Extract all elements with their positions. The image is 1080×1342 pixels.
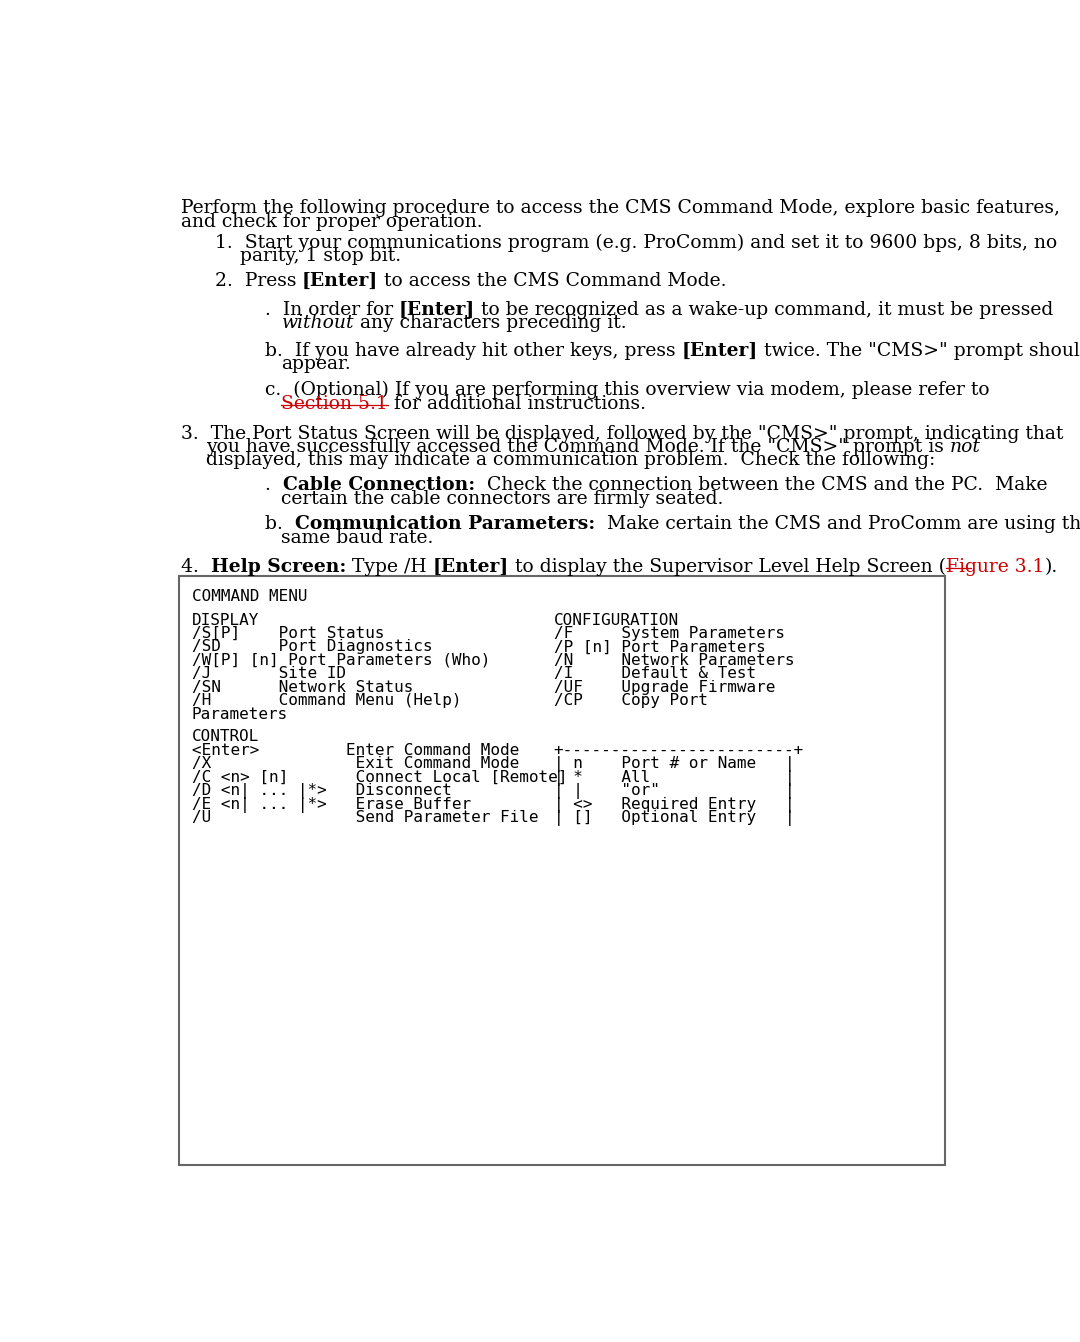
Text: [Enter]: [Enter] xyxy=(433,558,509,576)
Text: to display the Supervisor Level Help Screen (: to display the Supervisor Level Help Scr… xyxy=(509,558,946,576)
Text: to be recognized as a wake-up command, it must be pressed: to be recognized as a wake-up command, i… xyxy=(475,301,1053,318)
Text: twice. The "CMS>" prompt should: twice. The "CMS>" prompt should xyxy=(757,342,1080,360)
Text: /F     System Parameters: /F System Parameters xyxy=(554,625,784,641)
Text: without: without xyxy=(282,314,354,331)
Text: [Enter]: [Enter] xyxy=(399,301,475,318)
Text: Perform the following procedure to access the CMS Command Mode, explore basic fe: Perform the following procedure to acces… xyxy=(181,199,1061,217)
Text: 4.: 4. xyxy=(181,558,211,576)
Text: [Enter]: [Enter] xyxy=(681,342,757,360)
Text: | |    "or"             |: | | "or" | xyxy=(554,784,794,798)
Text: COMMAND MENU: COMMAND MENU xyxy=(192,589,308,604)
Text: appear.: appear. xyxy=(282,356,351,373)
Text: 1.  Start your communications program (e.g. ProComm) and set it to 9600 bps, 8 b: 1. Start your communications program (e.… xyxy=(215,234,1056,251)
Text: 2.  Press: 2. Press xyxy=(215,271,302,290)
Text: /D <n| ... |*>   Disconnect: /D <n| ... |*> Disconnect xyxy=(192,784,451,798)
Text: /U               Send Parameter File: /U Send Parameter File xyxy=(192,811,539,825)
Text: +------------------------+: +------------------------+ xyxy=(554,743,804,758)
Text: b.  If you have already hit other keys, press: b. If you have already hit other keys, p… xyxy=(265,342,681,360)
Text: /P [n] Port Parameters: /P [n] Port Parameters xyxy=(554,640,766,655)
Text: 3.  The Port Status Screen will be displayed, followed by the "CMS>" prompt, ind: 3. The Port Status Screen will be displa… xyxy=(181,424,1064,443)
Text: Check the connection between the CMS and the PC.  Make: Check the connection between the CMS and… xyxy=(475,476,1048,494)
Text: displayed, this may indicate a communication problem.  Check the following:: displayed, this may indicate a communica… xyxy=(206,451,935,470)
Text: .: . xyxy=(265,476,283,494)
Text: b.: b. xyxy=(265,515,295,534)
Text: for additional instructions.: for additional instructions. xyxy=(388,395,646,412)
Text: | *    All              |: | * All | xyxy=(554,770,794,785)
Text: /X               Exit Command Mode: /X Exit Command Mode xyxy=(192,757,519,772)
Text: /I     Default & Test: /I Default & Test xyxy=(554,667,756,682)
Text: CONFIGURATION: CONFIGURATION xyxy=(554,612,678,628)
Text: /SD      Port Diagnostics: /SD Port Diagnostics xyxy=(192,640,433,655)
Text: not: not xyxy=(950,437,981,456)
Text: | []   Optional Entry   |: | [] Optional Entry | xyxy=(554,811,794,825)
Text: Cable Connection:: Cable Connection: xyxy=(283,476,475,494)
Text: Type /H: Type /H xyxy=(347,558,433,576)
Text: DISPLAY: DISPLAY xyxy=(192,612,259,628)
Text: Make certain the CMS and ProComm are using the: Make certain the CMS and ProComm are usi… xyxy=(595,515,1080,534)
Text: | <>   Required Entry   |: | <> Required Entry | xyxy=(554,797,794,812)
FancyBboxPatch shape xyxy=(178,577,945,1165)
Text: any characters preceding it.: any characters preceding it. xyxy=(354,314,626,331)
Text: c.  (Optional) If you are performing this overview via modem, please refer to: c. (Optional) If you are performing this… xyxy=(265,381,989,400)
Text: Figure 3.1: Figure 3.1 xyxy=(946,558,1044,576)
Text: to access the CMS Command Mode.: to access the CMS Command Mode. xyxy=(378,271,727,290)
Text: /UF    Upgrade Firmware: /UF Upgrade Firmware xyxy=(554,680,774,695)
Text: you have successfully accessed the Command Mode. If the "CMS>" prompt is: you have successfully accessed the Comma… xyxy=(206,437,950,456)
Text: .  In order for: . In order for xyxy=(265,301,399,318)
Text: /CP    Copy Port: /CP Copy Port xyxy=(554,694,707,709)
Text: [Enter]: [Enter] xyxy=(302,271,378,290)
Text: | n    Port # or Name   |: | n Port # or Name | xyxy=(554,757,794,772)
Text: /N     Network Parameters: /N Network Parameters xyxy=(554,654,794,668)
Text: Parameters: Parameters xyxy=(192,707,288,722)
Text: and check for proper operation.: and check for proper operation. xyxy=(181,212,483,231)
Text: Section 5.1: Section 5.1 xyxy=(282,395,388,412)
Text: /E <n| ... |*>   Erase Buffer: /E <n| ... |*> Erase Buffer xyxy=(192,797,471,812)
Text: certain the cable connectors are firmly seated.: certain the cable connectors are firmly … xyxy=(282,490,724,507)
Text: <Enter>         Enter Command Mode: <Enter> Enter Command Mode xyxy=(192,743,519,758)
Text: parity, 1 stop bit.: parity, 1 stop bit. xyxy=(240,247,401,264)
Text: /SN      Network Status: /SN Network Status xyxy=(192,680,414,695)
Text: Help Screen:: Help Screen: xyxy=(211,558,347,576)
Text: same baud rate.: same baud rate. xyxy=(282,529,434,548)
Text: Communication Parameters:: Communication Parameters: xyxy=(295,515,595,534)
Text: ).: ). xyxy=(1044,558,1057,576)
Text: /S[P]    Port Status: /S[P] Port Status xyxy=(192,625,384,641)
Text: /J       Site ID: /J Site ID xyxy=(192,667,346,682)
Text: CONTROL: CONTROL xyxy=(192,730,259,745)
Text: /H       Command Menu (Help): /H Command Menu (Help) xyxy=(192,694,461,709)
Text: /C <n> [n]       Connect Local [Remote]: /C <n> [n] Connect Local [Remote] xyxy=(192,770,567,785)
Text: /W[P] [n] Port Parameters (Who): /W[P] [n] Port Parameters (Who) xyxy=(192,654,490,668)
